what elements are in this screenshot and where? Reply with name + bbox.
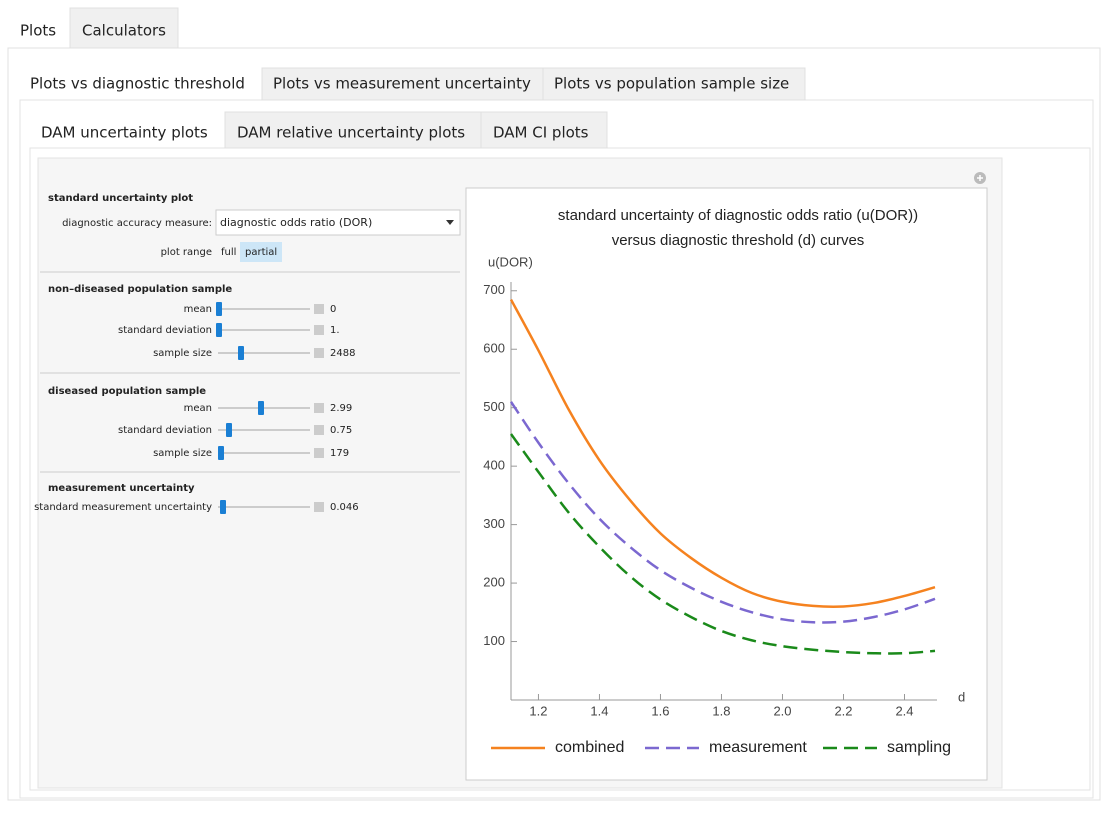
slider-handle[interactable] (226, 423, 232, 437)
x-tick-label: 2.2 (834, 703, 852, 718)
slider-label: sample size (153, 448, 212, 459)
slider-handle[interactable] (238, 346, 244, 360)
legend-label: sampling (887, 739, 951, 756)
slider-value: 0 (330, 304, 336, 315)
tab[interactable] (69, 7, 179, 49)
y-axis-label: u(DOR) (488, 254, 533, 269)
range-option[interactable]: partial (245, 247, 277, 258)
slider-value: 2488 (330, 348, 355, 359)
slider-label: standard deviation (118, 425, 212, 436)
y-tick-label: 500 (483, 399, 505, 414)
add-icon-plus[interactable] (977, 175, 983, 181)
x-tick-label: 1.6 (651, 703, 669, 718)
slider-expand[interactable] (314, 425, 324, 435)
dropdown[interactable] (215, 209, 461, 236)
slider-expand[interactable] (314, 502, 324, 512)
chart-frame (465, 187, 988, 781)
tab[interactable] (542, 67, 806, 101)
series-line (509, 298, 936, 608)
control-label: diagnostic accuracy measure: (62, 218, 212, 229)
tab-label[interactable]: DAM uncertainty plots (41, 124, 208, 142)
series-line (509, 433, 936, 655)
y-tick-label: 700 (483, 282, 505, 297)
tab[interactable] (224, 111, 482, 149)
slider-value: 1. (330, 325, 340, 336)
slider-expand[interactable] (314, 348, 324, 358)
slider-value: 179 (330, 448, 349, 459)
slider-expand[interactable] (314, 304, 324, 314)
x-tick-label: 1.2 (529, 703, 547, 718)
x-tick-label: 2.0 (773, 703, 791, 718)
tab-label[interactable]: Plots vs diagnostic threshold (30, 75, 245, 93)
tab-label[interactable]: Calculators (82, 22, 166, 40)
x-axis-label: d (958, 689, 965, 704)
slider-handle[interactable] (220, 500, 226, 514)
slider-expand[interactable] (314, 448, 324, 458)
slider-value: 2.99 (330, 403, 352, 414)
y-tick-label: 600 (483, 341, 505, 356)
legend-label: combined (555, 739, 624, 756)
slider-value: 0.75 (330, 425, 352, 436)
tab[interactable] (480, 111, 608, 149)
tab-label[interactable]: Plots vs population sample size (554, 75, 789, 93)
tab-label[interactable]: DAM CI plots (493, 124, 589, 142)
slider-handle[interactable] (218, 446, 224, 460)
y-tick-label: 400 (483, 458, 505, 473)
slider-label: mean (184, 403, 212, 414)
slider-handle[interactable] (216, 302, 222, 316)
y-tick-label: 100 (483, 633, 505, 648)
x-tick-label: 1.4 (590, 703, 608, 718)
chart-title: versus diagnostic threshold (d) curves (612, 232, 865, 249)
x-tick-label: 1.8 (712, 703, 730, 718)
chart-title: standard uncertainty of diagnostic odds … (558, 207, 918, 224)
y-tick-label: 200 (483, 575, 505, 590)
legend-label: measurement (709, 739, 807, 756)
dropdown-arrow[interactable] (446, 220, 454, 225)
slider-value: 0.046 (330, 502, 359, 513)
x-tick-label: 2.4 (895, 703, 913, 718)
section-title: diseased population sample (48, 386, 206, 397)
slider-expand[interactable] (314, 325, 324, 335)
tab-label[interactable]: Plots (20, 22, 56, 40)
y-tick-label: 300 (483, 516, 505, 531)
slider-handle[interactable] (216, 323, 222, 337)
slider-label: sample size (153, 348, 212, 359)
range-option[interactable]: full (221, 247, 236, 258)
section-title: standard uncertainty plot (48, 193, 193, 204)
range-button-selected[interactable] (240, 242, 282, 262)
slider-expand[interactable] (314, 403, 324, 413)
tab-label[interactable]: DAM relative uncertainty plots (237, 124, 465, 142)
section-title: non–diseased population sample (48, 284, 232, 295)
section-title: measurement uncertainty (48, 483, 195, 494)
control-label: plot range (161, 247, 212, 258)
series-line (509, 401, 936, 624)
slider-label: standard deviation (118, 325, 212, 336)
slider-label: standard measurement uncertainty (34, 502, 212, 513)
dropdown-value[interactable]: diagnostic odds ratio (DOR) (220, 216, 372, 229)
slider-handle[interactable] (258, 401, 264, 415)
tab-label[interactable]: Plots vs measurement uncertainty (273, 75, 531, 93)
slider-label: mean (184, 304, 212, 315)
